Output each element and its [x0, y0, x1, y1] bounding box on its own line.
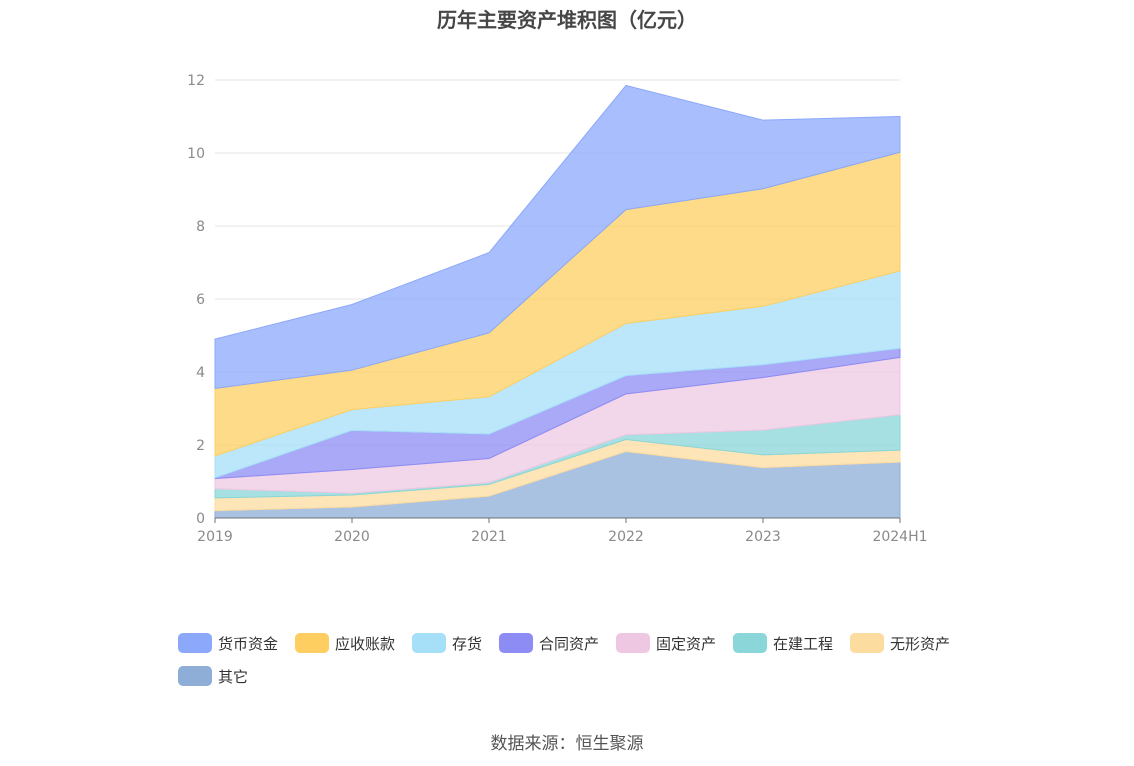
legend-swatch	[178, 666, 212, 686]
legend-label: 货币资金	[218, 634, 279, 653]
y-tick-label: 0	[196, 511, 205, 527]
x-tick-label: 2024H1	[872, 529, 927, 545]
y-tick-label: 6	[196, 292, 205, 308]
legend-swatch	[295, 633, 329, 653]
legend-swatch	[412, 633, 446, 653]
x-tick-label: 2023	[745, 529, 781, 545]
legend-swatch	[850, 633, 884, 653]
area-series	[214, 84, 901, 519]
legend-swatch	[733, 633, 767, 653]
y-tick-label: 2	[196, 438, 205, 454]
y-tick-label: 4	[196, 365, 205, 381]
legend-label: 合同资产	[539, 634, 600, 653]
legend-item-合同资产[interactable]: 合同资产	[499, 632, 599, 654]
y-tick-label: 12	[187, 73, 205, 89]
legend-label: 在建工程	[773, 634, 834, 653]
legend-label: 应收账款	[335, 634, 396, 653]
area-series-货币资金	[214, 84, 901, 389]
legend-label: 无形资产	[890, 634, 951, 653]
legend-label: 固定资产	[656, 634, 717, 653]
legend-item-其它[interactable]: 其它	[178, 665, 248, 687]
y-tick-label: 10	[187, 146, 205, 162]
legend-item-在建工程[interactable]: 在建工程	[733, 632, 833, 654]
legend-swatch	[616, 633, 650, 653]
y-tick-label: 8	[196, 219, 205, 235]
legend-swatch	[499, 633, 533, 653]
legend-label: 其它	[218, 667, 249, 686]
legend-item-应收账款[interactable]: 应收账款	[295, 632, 395, 654]
legend-item-货币资金[interactable]: 货币资金	[178, 632, 278, 654]
x-tick-label: 2022	[608, 529, 644, 545]
legend-item-存货[interactable]: 存货	[412, 632, 482, 654]
legend-label: 存货	[452, 634, 483, 653]
legend-item-固定资产[interactable]: 固定资产	[616, 632, 716, 654]
stacked-area-chart: 0 2 4 6 8 10 12 2019 2020 2021 2022 2023 2024H1	[187, 73, 927, 545]
axes: 0 2 4 6 8 10 12 2019 2020 2021 2022 2023 2024H1	[187, 73, 927, 545]
x-tick-label: 2021	[471, 529, 507, 545]
x-tick-label: 2019	[197, 529, 233, 545]
chart-title: 历年主要资产堆积图（亿元）	[437, 8, 697, 32]
legend-swatch	[178, 633, 212, 653]
legend-item-无形资产[interactable]: 无形资产	[850, 632, 950, 654]
x-tick-label: 2020	[334, 529, 370, 545]
data-source: 数据来源：恒生聚源	[490, 734, 644, 754]
